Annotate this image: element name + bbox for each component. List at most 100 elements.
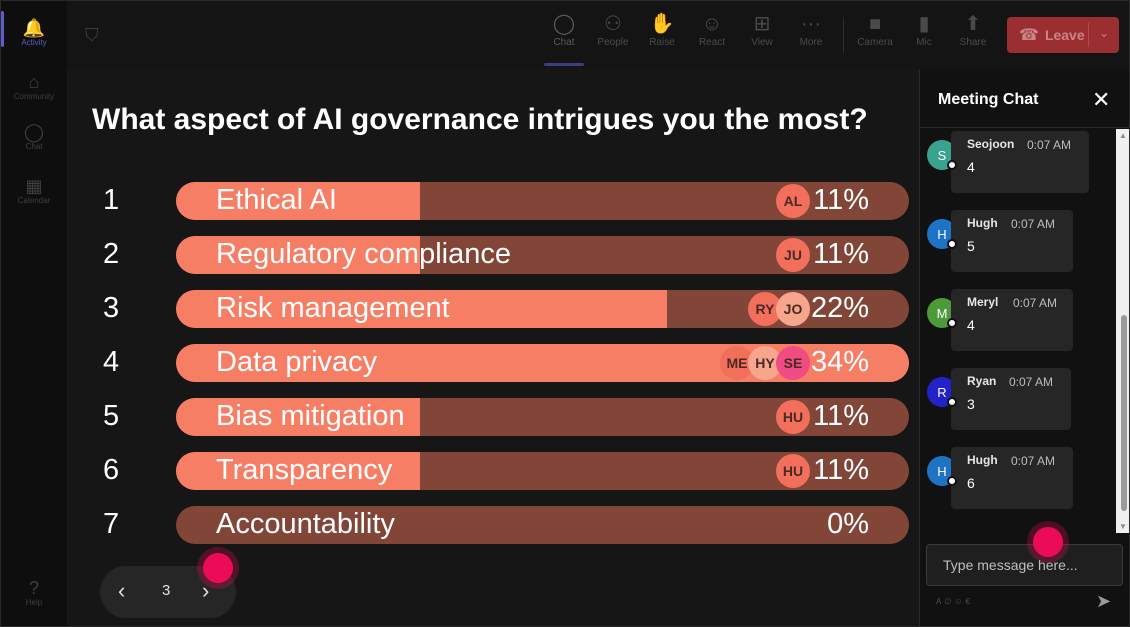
community-icon: ⌂	[28, 71, 40, 92]
chat-icon: ◯	[23, 121, 45, 142]
poll-option-label: Ethical AI	[216, 184, 337, 216]
raise-button-label: Raise	[649, 37, 675, 48]
message-time: 0:07 AM	[1009, 375, 1054, 389]
presence-status-icon	[947, 318, 957, 328]
click-indicator	[1033, 527, 1063, 557]
message-time: 0:07 AM	[1027, 138, 1072, 152]
poll-option-fill	[176, 182, 420, 220]
poll-option-percent: 11%	[813, 238, 869, 270]
message-text: 3	[967, 396, 975, 412]
meeting-toolbar: ⛉ ◯ Chat ⚇ People ✋ Raise ☺ React ⊞ View…	[67, 1, 1129, 69]
click-indicator	[203, 553, 233, 583]
calendar-icon: ▦	[25, 175, 43, 196]
chat-message: S Seojoon 0:07 AM 4	[925, 131, 1125, 195]
leave-button[interactable]: ☎ Leave ⌄	[1007, 17, 1119, 53]
option-number: 7	[103, 508, 120, 540]
more-button[interactable]: ··· More	[791, 11, 831, 59]
message-text: 5	[967, 238, 975, 254]
chat-icon: ◯	[552, 13, 576, 35]
format-icon[interactable]: A	[936, 597, 945, 606]
presence-status-icon	[947, 476, 957, 486]
poll-option-bar[interactable]: Transparency HU 11%	[176, 452, 909, 490]
close-icon[interactable]: ✕	[1092, 87, 1111, 112]
sender-name: Ryan	[967, 374, 997, 388]
rail-label: Community	[13, 91, 55, 101]
app-rail: 🔔 Activity ⌂ Community ◯ Chat ▦ Calendar…	[1, 1, 67, 626]
rail-item-calendar[interactable]: ▦ Calendar	[1, 165, 67, 215]
mic-icon: ▮	[918, 13, 930, 35]
chat-header-divider	[920, 127, 1129, 128]
voter-avatar: RY	[748, 292, 782, 326]
camera-icon: ■	[868, 13, 882, 35]
presence-status-icon	[947, 397, 957, 407]
message-bubble: Seojoon 0:07 AM 4	[951, 131, 1089, 193]
leave-button-label: Leave	[1044, 27, 1085, 43]
poll-option-label: Accountability	[216, 508, 395, 540]
message-time: 0:07 AM	[1011, 217, 1056, 231]
view-button-label: View	[751, 37, 773, 48]
poll-option-bar[interactable]: Bias mitigation HU 11%	[176, 398, 909, 436]
message-bubble: Hugh 0:07 AM 6	[951, 447, 1073, 509]
option-number: 5	[103, 400, 120, 432]
toolbar-divider	[843, 17, 844, 53]
share-button[interactable]: ⬆ Share	[953, 11, 993, 59]
poll-option-label: Risk management	[216, 292, 450, 324]
voter-avatar: JU	[776, 238, 810, 272]
poll-option-bar[interactable]: Accountability 0%	[176, 506, 909, 544]
voter-avatar: SE	[776, 346, 810, 380]
attach-icon[interactable]: ∅	[944, 597, 955, 606]
rail-item-help[interactable]: ? Help	[1, 567, 67, 617]
view-button[interactable]: ⊞ View	[742, 11, 782, 59]
more-button-label: More	[799, 37, 823, 48]
scroll-down-icon[interactable]: ▼	[1119, 522, 1127, 531]
poll-option-bar[interactable]: Data privacy ME HY SE 34%	[176, 344, 909, 382]
scroll-up-icon[interactable]: ▲	[1119, 131, 1127, 140]
chat-message: H Hugh 0:07 AM 6	[925, 447, 1125, 511]
message-time: 0:07 AM	[1011, 454, 1056, 468]
poll-option-percent: 11%	[813, 400, 869, 432]
mic-button[interactable]: ▮ Mic	[904, 11, 944, 59]
poll-option-label: Bias mitigation	[216, 400, 405, 432]
camera-button[interactable]: ■ Camera	[855, 11, 895, 59]
gif-icon[interactable]: €	[965, 597, 973, 606]
rail-label: Calendar	[17, 195, 51, 205]
poll-option-percent: 11%	[813, 184, 869, 216]
presence-status-icon	[947, 160, 957, 170]
send-icon[interactable]: ➤	[1096, 591, 1112, 611]
active-tab-indicator	[544, 63, 584, 66]
poll-option-bar[interactable]: Regulatory compliance JU 11%	[176, 236, 909, 274]
sender-name: Seojoon	[967, 137, 1015, 151]
scrollbar-thumb[interactable]	[1121, 315, 1127, 511]
smiley-icon: ☺	[701, 13, 723, 35]
phone-hangup-icon: ☎	[1019, 27, 1039, 44]
people-button[interactable]: ⚇ People	[593, 11, 633, 59]
message-time: 0:07 AM	[1013, 296, 1058, 310]
chat-message: M Meryl 0:07 AM 4	[925, 289, 1125, 353]
share-button-label: Share	[959, 37, 987, 48]
rail-item-community[interactable]: ⌂ Community	[1, 61, 67, 111]
rail-item-activity[interactable]: 🔔 Activity	[1, 7, 67, 57]
poll-option-label: Data privacy	[216, 346, 378, 378]
poll-option-bar[interactable]: Ethical AI AL 11%	[176, 182, 909, 220]
meeting-chat-panel: Meeting Chat ✕ S Seojoon 0:07 AM 4 H Hugh 0:07…	[919, 69, 1129, 626]
next-page-button[interactable]: ›	[202, 578, 210, 603]
rail-label: Help	[25, 597, 43, 607]
sender-name: Meryl	[967, 295, 999, 309]
chat-message-input[interactable]	[926, 544, 1123, 586]
rail-item-chat[interactable]: ◯ Chat	[1, 111, 67, 161]
share-icon: ⬆	[964, 13, 982, 35]
chat-scrollbar[interactable]: ▲ ▼	[1116, 129, 1129, 533]
chevron-down-icon[interactable]: ⌄	[1098, 26, 1109, 40]
voter-avatar: AL	[776, 184, 810, 218]
chat-button-label: Chat	[553, 37, 575, 48]
chat-button[interactable]: ◯ Chat	[544, 11, 584, 59]
poll-option-bar[interactable]: Risk management RY JO 22%	[176, 290, 909, 328]
react-button[interactable]: ☺ React	[692, 11, 732, 59]
raise-hand-button[interactable]: ✋ Raise	[642, 11, 682, 59]
previous-page-button[interactable]: ‹	[118, 578, 126, 603]
chat-message: H Hugh 0:07 AM 5	[925, 210, 1125, 274]
emoji-icon[interactable]: ☺	[954, 597, 966, 606]
mic-button-label: Mic	[916, 37, 932, 48]
people-icon: ⚇	[604, 13, 622, 35]
